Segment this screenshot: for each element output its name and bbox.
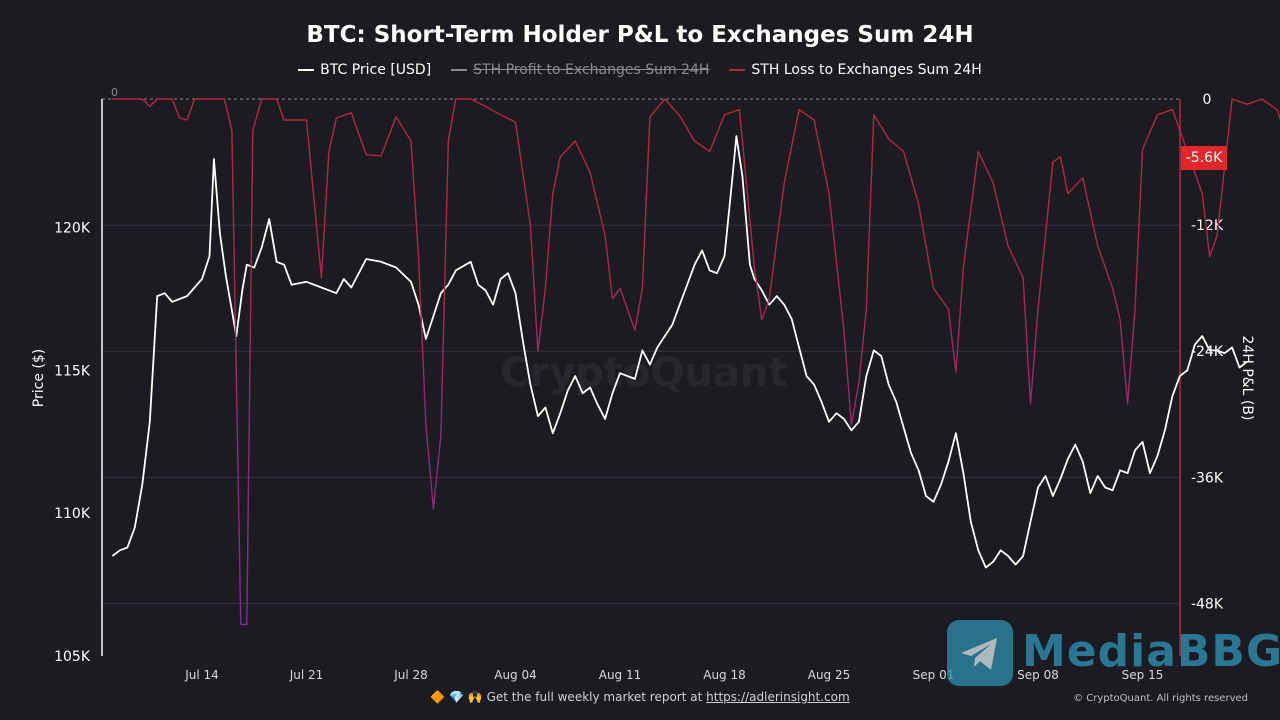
x-tick-label: Sep 01: [913, 668, 955, 682]
footer: 🔶 💎 🙌 Get the full weekly market report …: [0, 690, 1280, 704]
left-tick-label: 115K: [54, 363, 91, 379]
right-tick-label: 0: [1203, 92, 1212, 108]
zero-line-label: 0: [111, 86, 118, 99]
mediabbg-watermark: MediaBBG: [1022, 626, 1280, 677]
btc-price-line: [111, 135, 1248, 569]
legend-item-sth-loss[interactable]: STH Loss to Exchanges Sum 24H: [729, 62, 982, 78]
legend-label-btc-price: BTC Price [USD]: [320, 62, 432, 78]
legend-swatch-sth-profit: [451, 69, 468, 71]
sth-loss-line: [112, 98, 1280, 626]
left-axis-title: Price ($): [31, 349, 47, 407]
x-tick-label: Sep 15: [1122, 668, 1164, 682]
x-tick-label: Aug 18: [703, 668, 746, 682]
cryptoquant-watermark: CryptoQuant: [500, 350, 788, 396]
footer-text: Get the full weekly market report at: [486, 690, 703, 704]
x-tick-label: Jul 28: [393, 668, 428, 682]
left-tick-label: 120K: [54, 221, 91, 237]
x-tick-label: Aug 11: [599, 668, 642, 682]
right-axis-title: 24H P&L (B): [1239, 336, 1255, 421]
right-tick-label: -12K: [1191, 218, 1224, 234]
x-tick-label: Jul 14: [184, 668, 219, 682]
chart-title: BTC: Short-Term Holder P&L to Exchanges …: [306, 22, 974, 48]
x-tick-label: Sep 08: [1017, 668, 1059, 682]
telegram-icon: [947, 620, 1013, 686]
left-tick-label: 105K: [54, 649, 91, 665]
x-tick-label: Aug 25: [808, 668, 851, 682]
x-tick-label: Aug 04: [494, 668, 537, 682]
legend-swatch-sth-loss: [729, 69, 746, 71]
footer-link[interactable]: https://adlerinsight.com: [706, 690, 850, 704]
x-tick-label: Jul 21: [289, 668, 324, 682]
left-tick-label: 110K: [54, 506, 91, 522]
legend-label-sth-loss: STH Loss to Exchanges Sum 24H: [751, 62, 982, 78]
right-tick-label: -36K: [1191, 470, 1224, 486]
footer-emojis: 🔶 💎 🙌: [430, 690, 483, 704]
current-loss-badge: -5.6K: [1181, 146, 1227, 170]
legend-item-btc-price[interactable]: BTC Price [USD]: [298, 62, 431, 78]
legend-swatch-btc-price: [298, 69, 315, 71]
right-tick-label: -24K: [1191, 344, 1224, 360]
copyright: © CryptoQuant. All rights reserved: [1073, 693, 1248, 704]
legend: BTC Price [USD] STH Profit to Exchanges …: [0, 62, 1280, 78]
legend-label-sth-profit: STH Profit to Exchanges Sum 24H: [473, 62, 710, 78]
right-tick-label: -48K: [1191, 596, 1224, 612]
legend-item-sth-profit[interactable]: STH Profit to Exchanges Sum 24H: [451, 62, 709, 78]
